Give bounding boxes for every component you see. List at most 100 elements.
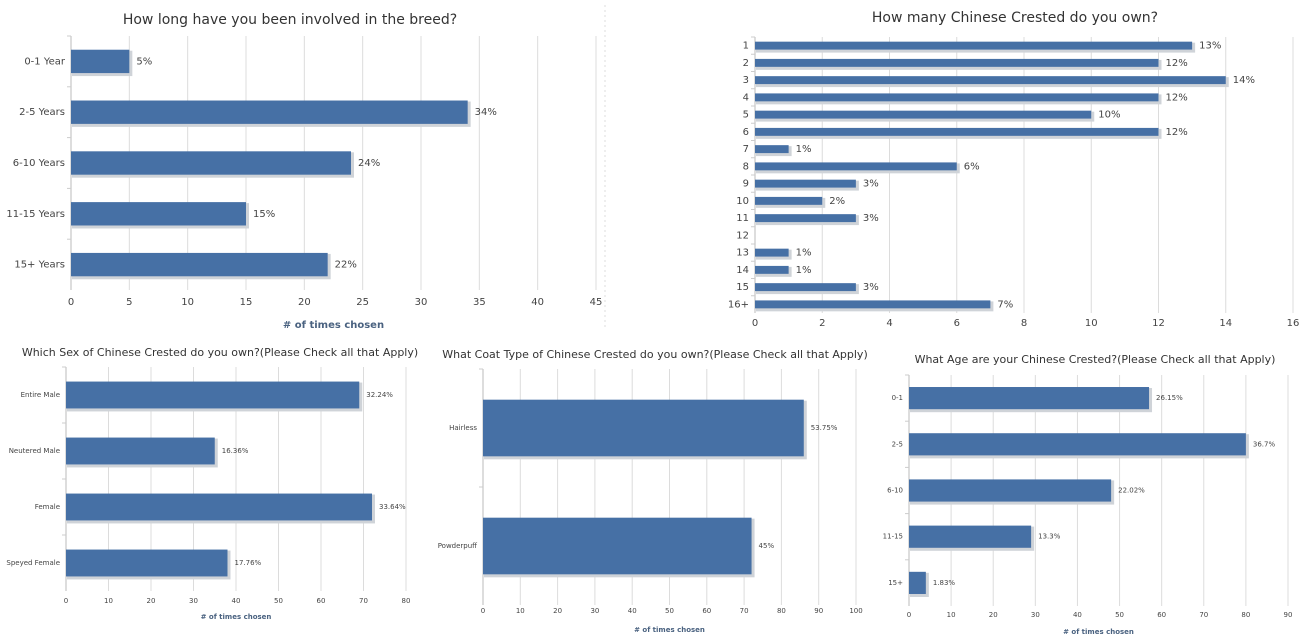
bar-label: 12% bbox=[1166, 127, 1188, 138]
x-tick-label: 35 bbox=[473, 297, 486, 308]
x-tick-label: 15 bbox=[240, 297, 253, 308]
bar-label: 22.02% bbox=[1118, 487, 1145, 495]
x-tick-label: 50 bbox=[1115, 611, 1124, 619]
chart-title: What Coat Type of Chinese Crested do you… bbox=[442, 348, 868, 361]
x-tick-label: 50 bbox=[274, 597, 283, 605]
y-tick-label: 6 bbox=[743, 127, 749, 138]
x-tick-label: 25 bbox=[356, 297, 369, 308]
x-tick-label: 70 bbox=[1199, 611, 1208, 619]
bar-label: 53.75% bbox=[811, 424, 838, 432]
chart: What Coat Type of Chinese Crested do you… bbox=[438, 348, 868, 634]
bar bbox=[66, 381, 360, 409]
y-tick-label: 15+ Years bbox=[14, 260, 65, 271]
bar-label: 16.36% bbox=[222, 447, 249, 455]
y-tick-label: 1 bbox=[743, 41, 749, 52]
chart-title: How many Chinese Crested do you own? bbox=[872, 10, 1158, 26]
bar bbox=[755, 162, 957, 171]
y-tick-label: 2-5 bbox=[892, 440, 903, 448]
bar bbox=[755, 179, 856, 188]
bar bbox=[909, 571, 926, 594]
y-tick-label: Powderpuff bbox=[438, 542, 477, 550]
bar bbox=[66, 493, 372, 521]
y-tick-label: 13 bbox=[736, 248, 749, 259]
y-tick-label: Entire Male bbox=[21, 391, 60, 399]
y-tick-label: 11 bbox=[736, 213, 749, 224]
x-tick-label: 60 bbox=[702, 607, 711, 615]
y-tick-label: 15+ bbox=[888, 579, 903, 587]
x-tick-label: 80 bbox=[402, 597, 411, 605]
y-tick-label: 6-10 bbox=[887, 487, 903, 495]
bar bbox=[66, 549, 228, 577]
x-tick-label: 80 bbox=[777, 607, 786, 615]
bar bbox=[66, 437, 215, 465]
x-tick-label: 10 bbox=[947, 611, 956, 619]
x-tick-label: 12 bbox=[1152, 318, 1165, 329]
y-tick-label: 2-5 Years bbox=[19, 107, 65, 118]
bar-label: 32.24% bbox=[366, 391, 393, 399]
bar-label: 6% bbox=[964, 161, 980, 172]
chart-title: Which Sex of Chinese Crested do you own?… bbox=[22, 346, 418, 359]
chart: What Age are your Chinese Crested?(Pleas… bbox=[883, 353, 1293, 636]
y-tick-label: 6-10 Years bbox=[13, 158, 65, 169]
y-tick-label: 0-1 bbox=[892, 394, 903, 402]
x-tick-label: 40 bbox=[232, 597, 241, 605]
bar-label: 5% bbox=[136, 56, 152, 67]
x-tick-label: 5 bbox=[126, 297, 132, 308]
x-tick-label: 20 bbox=[989, 611, 998, 619]
y-tick-label: 7 bbox=[743, 144, 749, 155]
chart-title: How long have you been involved in the b… bbox=[123, 12, 457, 28]
y-tick-label: Neutered Male bbox=[9, 447, 60, 455]
x-tick-label: 100 bbox=[849, 607, 862, 615]
y-tick-label: 12 bbox=[736, 230, 749, 241]
bar bbox=[483, 517, 752, 575]
y-tick-label: 11-15 Years bbox=[6, 209, 65, 220]
x-tick-label: 70 bbox=[740, 607, 749, 615]
bar-label: 1% bbox=[796, 144, 812, 155]
x-tick-label: 16 bbox=[1287, 318, 1300, 329]
x-tick-label: 0 bbox=[752, 318, 758, 329]
x-tick-label: 14 bbox=[1219, 318, 1232, 329]
y-tick-label: 3 bbox=[743, 75, 749, 86]
x-tick-label: 10 bbox=[181, 297, 194, 308]
y-tick-label: 8 bbox=[743, 161, 749, 172]
x-tick-label: 40 bbox=[1073, 611, 1082, 619]
x-tick-label: 45 bbox=[590, 297, 603, 308]
x-tick-label: 10 bbox=[104, 597, 113, 605]
x-tick-label: 40 bbox=[531, 297, 544, 308]
chart: How many Chinese Crested do you own? 0 2 4 6… bbox=[728, 10, 1299, 329]
x-axis-title: # of times chosen bbox=[1063, 628, 1134, 636]
bar-label: 10% bbox=[1098, 110, 1120, 121]
bar bbox=[755, 110, 1092, 119]
bar bbox=[483, 399, 804, 457]
x-tick-label: 20 bbox=[298, 297, 311, 308]
y-tick-label: Hairless bbox=[449, 424, 477, 432]
bar bbox=[71, 202, 246, 226]
x-tick-label: 10 bbox=[1085, 318, 1098, 329]
x-tick-label: 0 bbox=[907, 611, 911, 619]
bar bbox=[909, 433, 1246, 456]
y-tick-label: Speyed Female bbox=[6, 559, 60, 567]
x-tick-label: 60 bbox=[1157, 611, 1166, 619]
x-tick-label: 8 bbox=[1021, 318, 1027, 329]
bar-label: 33.64% bbox=[379, 503, 406, 511]
chart-title: What Age are your Chinese Crested?(Pleas… bbox=[915, 353, 1276, 366]
bar-label: 2% bbox=[829, 196, 845, 207]
x-tick-label: 0 bbox=[481, 607, 485, 615]
bar-label: 1.83% bbox=[933, 579, 956, 587]
bar-label: 17.76% bbox=[235, 559, 262, 567]
x-tick-label: 90 bbox=[1284, 611, 1293, 619]
bar bbox=[755, 93, 1159, 102]
x-tick-label: 30 bbox=[189, 597, 198, 605]
bar bbox=[755, 76, 1226, 85]
x-axis-title: # of times chosen bbox=[634, 626, 705, 634]
bar bbox=[755, 41, 1193, 50]
bar bbox=[909, 525, 1032, 548]
y-tick-label: 16+ bbox=[728, 299, 749, 310]
bar-label: 12% bbox=[1166, 58, 1188, 69]
bar-label: 36.7% bbox=[1253, 440, 1276, 448]
x-tick-label: 30 bbox=[590, 607, 599, 615]
x-tick-label: 20 bbox=[553, 607, 562, 615]
chart: How long have you been involved in the b… bbox=[6, 12, 602, 331]
x-tick-label: 30 bbox=[1031, 611, 1040, 619]
